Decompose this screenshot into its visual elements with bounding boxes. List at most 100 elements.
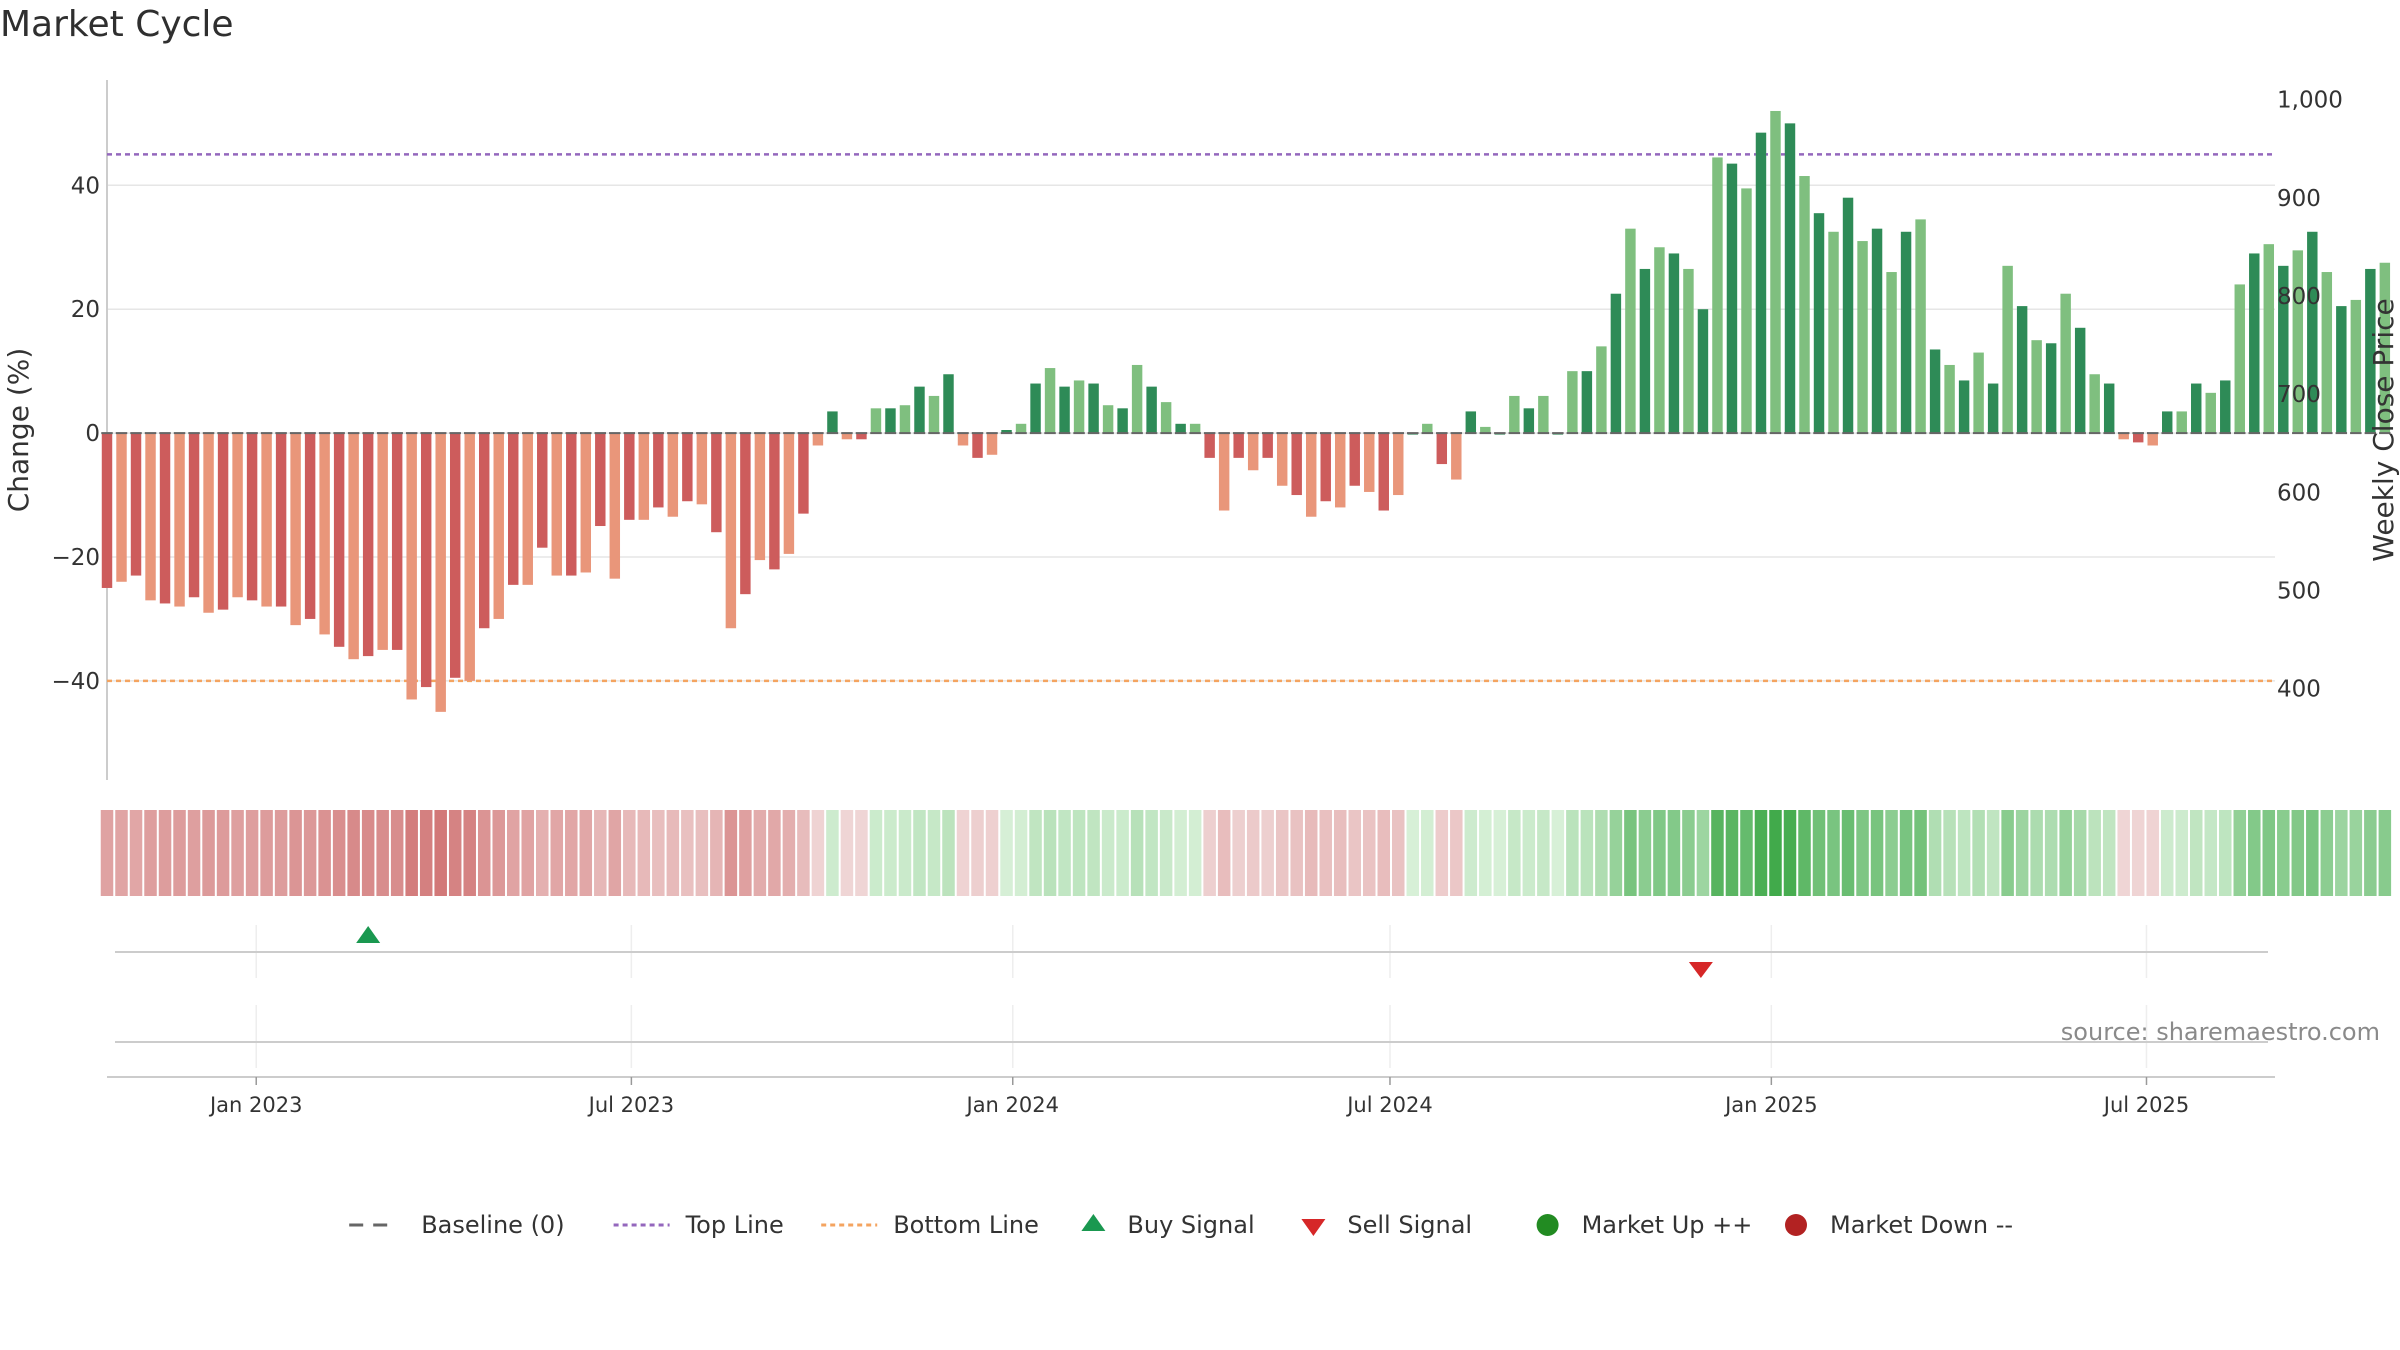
bar <box>1378 433 1389 511</box>
bar <box>986 433 998 455</box>
bar <box>1465 411 1477 434</box>
heat-cell <box>666 810 680 896</box>
bar <box>1958 380 1970 434</box>
heat-cell <box>274 810 288 896</box>
heat-cell <box>1188 810 1202 896</box>
bar <box>319 433 330 635</box>
heat-cell <box>2073 810 2087 896</box>
signal-panel <box>115 926 2268 978</box>
bar <box>2016 306 2028 434</box>
bar <box>1639 268 1651 434</box>
heat-cell <box>1159 810 1173 896</box>
heat-cell <box>1058 810 1071 896</box>
y-axis-title: Change (%) <box>2 348 35 513</box>
heat-cell <box>536 810 549 896</box>
heat-cell <box>1725 810 1739 896</box>
bar <box>1944 364 1955 434</box>
bar <box>609 433 621 579</box>
bar <box>1030 383 1041 434</box>
legend-label: Baseline (0) <box>421 1211 564 1239</box>
heat-cell <box>2291 810 2305 896</box>
heat-cell <box>1014 810 1028 896</box>
heat-cell <box>2059 810 2072 896</box>
heat-cell <box>100 810 114 896</box>
bar <box>1088 383 1099 434</box>
heat-cell <box>1899 810 1913 896</box>
heat-cell <box>2335 810 2348 896</box>
heat-cell <box>1130 810 1144 896</box>
heat-cell <box>956 810 970 896</box>
bar <box>1204 433 1215 458</box>
heat-cell <box>1783 810 1797 896</box>
bar <box>2292 250 2304 434</box>
bar <box>1305 433 1317 517</box>
legend-label: Bottom Line <box>893 1211 1039 1239</box>
bar <box>870 408 882 434</box>
bar <box>1422 423 1433 434</box>
bar <box>2074 327 2086 434</box>
bar <box>203 433 214 613</box>
heat-cell <box>681 810 694 896</box>
bar <box>290 433 301 626</box>
bar <box>1654 247 1665 434</box>
heat-cell <box>1972 810 1985 896</box>
heat-cell <box>1609 810 1623 896</box>
bar <box>1697 309 1709 434</box>
bar <box>1320 433 1331 502</box>
bar <box>1610 293 1622 434</box>
heat-cell <box>216 810 230 896</box>
bar <box>667 433 679 517</box>
bar <box>653 433 664 508</box>
bar <box>566 433 577 576</box>
heat-cell <box>1043 810 1057 896</box>
legend-label: Buy Signal <box>1127 1211 1254 1239</box>
bar <box>377 433 388 650</box>
legend-item-buy: Buy Signal <box>1081 1211 1255 1239</box>
y2-tick-label: 800 <box>2277 284 2321 310</box>
heat-cell <box>1493 810 1507 896</box>
x-tick-label: Jan 2025 <box>1723 1093 1818 1117</box>
bar <box>1102 405 1114 434</box>
heat-cell <box>463 810 476 896</box>
bar <box>1044 368 1056 434</box>
bar <box>362 433 374 657</box>
heat-cell <box>1914 810 1927 896</box>
heat-cell <box>884 810 897 896</box>
bar <box>928 395 940 434</box>
heat-cell <box>1116 810 1129 896</box>
heat-cell <box>971 810 984 896</box>
bar <box>1755 132 1767 434</box>
heat-cell <box>985 810 999 896</box>
bar <box>1886 272 1897 434</box>
x-tick-label: Jul 2025 <box>2102 1093 2189 1117</box>
heat-cell <box>2175 810 2188 896</box>
bar <box>217 433 229 610</box>
bar <box>2379 262 2391 434</box>
bar <box>1218 433 1230 511</box>
heat-cell <box>1261 810 1274 896</box>
bar <box>1364 433 1375 492</box>
bar <box>1276 433 1288 486</box>
heat-cell <box>1798 810 1811 896</box>
bar <box>2307 231 2318 434</box>
heat-cell <box>1551 810 1565 896</box>
heat-cell <box>2015 810 2029 896</box>
heat-cell <box>2001 810 2014 896</box>
bar <box>304 433 316 619</box>
bar <box>159 433 171 604</box>
x-tick-label: Jan 2024 <box>965 1093 1060 1117</box>
x-tick-labels: Jan 2023 Jul 2023 Jan 2024 Jul 2024 Jan 2025… <box>208 1077 2189 1117</box>
heat-cell <box>1479 810 1492 896</box>
bar <box>551 433 562 576</box>
heat-cell <box>2102 810 2116 896</box>
bar <box>1335 433 1346 508</box>
heat-cell <box>1740 810 1753 896</box>
bar <box>885 408 896 434</box>
heat-cell <box>2146 810 2159 896</box>
bar <box>116 433 127 582</box>
heat-cell <box>1319 810 1332 896</box>
bar <box>2191 383 2202 434</box>
bar <box>420 433 432 688</box>
heat-cell <box>1711 810 1724 896</box>
bar <box>2278 265 2289 434</box>
